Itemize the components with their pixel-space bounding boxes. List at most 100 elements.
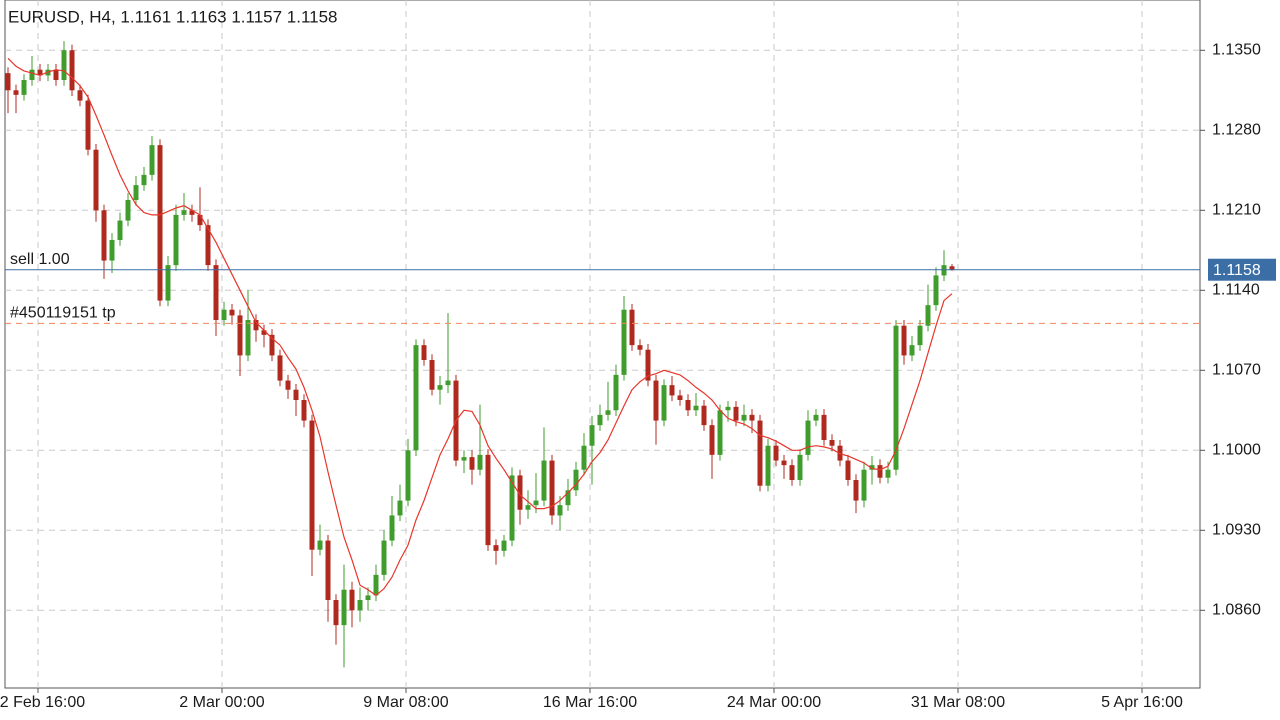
candle-body [437,385,443,390]
candle-body [69,50,75,91]
candle-body [749,414,755,421]
candle-body [237,315,243,356]
candle-body [125,200,131,221]
candle-body [221,309,227,320]
candle-body [597,414,603,426]
candle-body [509,475,515,541]
candle-body [661,385,667,421]
candle-body [133,185,139,200]
candle-body [909,345,915,356]
candle-body [925,305,931,326]
candle-body [613,374,619,411]
candle-body [149,145,155,175]
candle-body [349,589,355,611]
candle-body [493,545,499,551]
candle-body [197,214,203,226]
y-tick-label: 1.1070 [1212,362,1261,379]
candle-body [61,50,67,80]
candle-body [429,360,435,390]
candle-body [189,210,195,215]
grid [5,0,1200,688]
x-tick-label: 9 Mar 08:00 [363,694,448,711]
candle-body [829,440,835,446]
candle-body [181,210,187,215]
candle-body [373,574,379,596]
x-tick-label: 2 Mar 00:00 [179,694,264,711]
candle-body [917,325,923,346]
price-badge [1208,258,1276,281]
y-tick-label: 1.1280 [1212,122,1261,139]
candle-body [589,425,595,446]
candle-body [941,265,947,276]
price-line-label: sell 1.00 [10,251,70,268]
candle-body [477,454,483,470]
chart-title: EURUSD, H4, 1.1161 1.1163 1.1157 1.1158 [8,7,338,26]
candles [5,41,955,668]
candle-body [629,309,635,346]
candle-body [421,345,427,360]
candle-body [797,454,803,480]
moving-average [7,57,953,597]
candle-body [205,225,211,266]
candle-body [781,460,787,466]
candle-body [573,469,579,491]
candle-body [109,240,115,261]
candle-body [869,465,875,470]
candle-body [805,420,811,455]
candle-body [725,406,731,411]
candle-body [461,457,467,461]
candle-body [173,214,179,266]
candle-body [141,174,147,186]
candle-body [877,465,883,478]
x-tick-label: 24 Mar 00:00 [727,694,821,711]
x-tick-label: 22 Feb 16:00 [0,694,85,711]
y-tick-label: 1.1000 [1212,442,1261,459]
candle-body [901,325,907,356]
candle-body [213,265,219,320]
price-badge-label: 1.1158 [1213,262,1261,279]
x-tick-label: 31 Mar 08:00 [911,694,1005,711]
candle-body [557,505,563,516]
candle-body [5,73,11,91]
candle-body [621,309,627,375]
candle-body [645,349,651,381]
candle-body [469,457,475,470]
y-tick-label: 1.1350 [1212,42,1261,59]
candle-body [389,515,395,541]
candle-body [293,389,299,400]
candle-body [501,540,507,551]
candle-body [653,380,659,421]
x-tick-label: 16 Mar 16:00 [543,694,637,711]
candle-body [277,355,283,381]
candle-body [949,266,955,270]
y-tick-label: 1.0930 [1212,522,1261,539]
candle-body [165,265,171,301]
candle-body [261,330,267,335]
candle-body [357,600,363,611]
candle-body [893,325,899,470]
candle-body [365,595,371,600]
candle-body [693,405,699,411]
candle-body [285,380,291,390]
candle-body [813,414,819,421]
candle-body [229,309,235,316]
candle-body [565,490,571,506]
candle-body [933,275,939,306]
candle-body [741,414,747,421]
candle-body [685,400,691,411]
candle-body [37,69,43,76]
candle-body [21,80,27,95]
candle-body [765,445,771,486]
candle-body [733,406,739,421]
candle-body [717,410,723,455]
candle-body [445,380,451,386]
y-tick-label: 1.1140 [1212,282,1260,299]
candle-body [245,320,251,356]
candle-body [405,450,411,501]
candle-body [789,465,795,480]
candle-body [853,480,859,501]
candle-body [101,210,107,261]
candle-body [701,405,707,426]
candle-body [93,149,99,211]
